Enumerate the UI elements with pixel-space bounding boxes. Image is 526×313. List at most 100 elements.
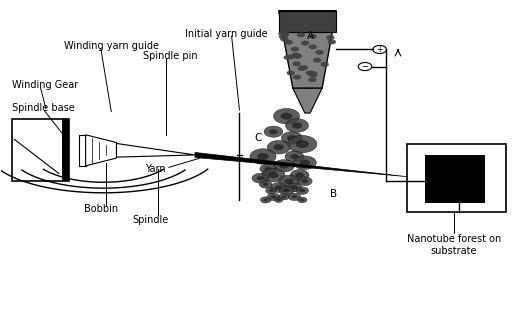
Circle shape <box>280 33 289 38</box>
Circle shape <box>308 34 317 39</box>
Text: Bobbin: Bobbin <box>84 204 118 214</box>
Text: Nanotube forest on
substrate: Nanotube forest on substrate <box>407 234 501 256</box>
Circle shape <box>275 198 283 203</box>
Circle shape <box>279 186 294 195</box>
Circle shape <box>300 65 308 70</box>
Text: Initial yarn guide: Initial yarn guide <box>185 29 267 39</box>
Polygon shape <box>116 143 195 157</box>
Text: A: A <box>307 30 313 40</box>
Circle shape <box>316 50 324 55</box>
Circle shape <box>288 136 317 153</box>
Circle shape <box>292 53 300 58</box>
Bar <box>12 119 69 181</box>
Circle shape <box>291 47 299 52</box>
Circle shape <box>298 177 312 186</box>
Circle shape <box>277 199 280 201</box>
Text: +: + <box>377 45 383 54</box>
Circle shape <box>313 58 321 63</box>
Circle shape <box>328 39 336 44</box>
Circle shape <box>358 63 372 70</box>
Circle shape <box>286 119 309 132</box>
Bar <box>425 155 485 203</box>
Circle shape <box>296 172 304 177</box>
Circle shape <box>285 40 293 45</box>
Circle shape <box>281 31 289 36</box>
Circle shape <box>309 44 317 49</box>
Circle shape <box>298 66 306 71</box>
Circle shape <box>294 156 316 170</box>
Circle shape <box>309 73 318 78</box>
Circle shape <box>260 164 277 174</box>
Circle shape <box>292 61 301 66</box>
Polygon shape <box>293 88 322 113</box>
Bar <box>62 119 69 181</box>
Circle shape <box>301 41 309 46</box>
Bar <box>79 135 86 166</box>
Polygon shape <box>279 11 336 88</box>
Circle shape <box>250 149 276 164</box>
Circle shape <box>373 45 387 54</box>
Circle shape <box>309 71 317 76</box>
Circle shape <box>326 35 335 40</box>
Circle shape <box>298 197 307 203</box>
Circle shape <box>259 181 272 188</box>
Circle shape <box>291 195 297 198</box>
Circle shape <box>281 132 302 144</box>
Polygon shape <box>86 135 116 166</box>
Bar <box>279 11 336 33</box>
Circle shape <box>260 197 271 203</box>
Circle shape <box>278 31 287 36</box>
Circle shape <box>279 175 300 187</box>
Circle shape <box>252 173 269 183</box>
Circle shape <box>283 189 290 192</box>
Text: Yarn: Yarn <box>145 164 166 174</box>
Circle shape <box>284 55 292 60</box>
Circle shape <box>265 167 272 171</box>
Circle shape <box>301 179 308 183</box>
Circle shape <box>292 122 302 129</box>
Circle shape <box>293 54 301 59</box>
Circle shape <box>288 193 301 201</box>
Text: B: B <box>330 189 337 199</box>
Circle shape <box>306 70 314 75</box>
Text: −: − <box>361 62 369 71</box>
Circle shape <box>271 195 276 198</box>
Circle shape <box>274 144 284 150</box>
Text: Spindle base: Spindle base <box>12 103 75 113</box>
Circle shape <box>268 189 273 192</box>
Circle shape <box>290 154 299 159</box>
Circle shape <box>293 75 301 80</box>
Circle shape <box>279 194 289 200</box>
Circle shape <box>287 70 295 75</box>
Circle shape <box>296 187 309 194</box>
Circle shape <box>308 77 317 82</box>
Circle shape <box>287 135 297 141</box>
Circle shape <box>299 189 305 192</box>
Circle shape <box>287 183 302 192</box>
Text: Spindle pin: Spindle pin <box>143 51 197 61</box>
Text: Winding Gear: Winding Gear <box>12 80 78 90</box>
Circle shape <box>264 126 283 137</box>
Circle shape <box>267 193 280 201</box>
Circle shape <box>257 153 269 160</box>
Text: Spindle: Spindle <box>133 215 169 225</box>
Text: Winding yarn guide: Winding yarn guide <box>64 41 159 51</box>
Circle shape <box>281 195 286 198</box>
Text: C: C <box>254 133 261 143</box>
Circle shape <box>279 163 289 169</box>
Bar <box>407 144 507 212</box>
Circle shape <box>275 185 282 190</box>
Circle shape <box>296 140 309 148</box>
Circle shape <box>267 140 290 154</box>
Circle shape <box>285 178 294 184</box>
Circle shape <box>280 37 289 42</box>
Circle shape <box>257 176 264 181</box>
Circle shape <box>281 113 292 120</box>
Circle shape <box>263 198 268 201</box>
Circle shape <box>274 108 300 124</box>
Circle shape <box>266 187 276 194</box>
Circle shape <box>320 62 329 67</box>
Polygon shape <box>195 152 407 177</box>
Circle shape <box>288 54 296 59</box>
Circle shape <box>268 172 279 178</box>
